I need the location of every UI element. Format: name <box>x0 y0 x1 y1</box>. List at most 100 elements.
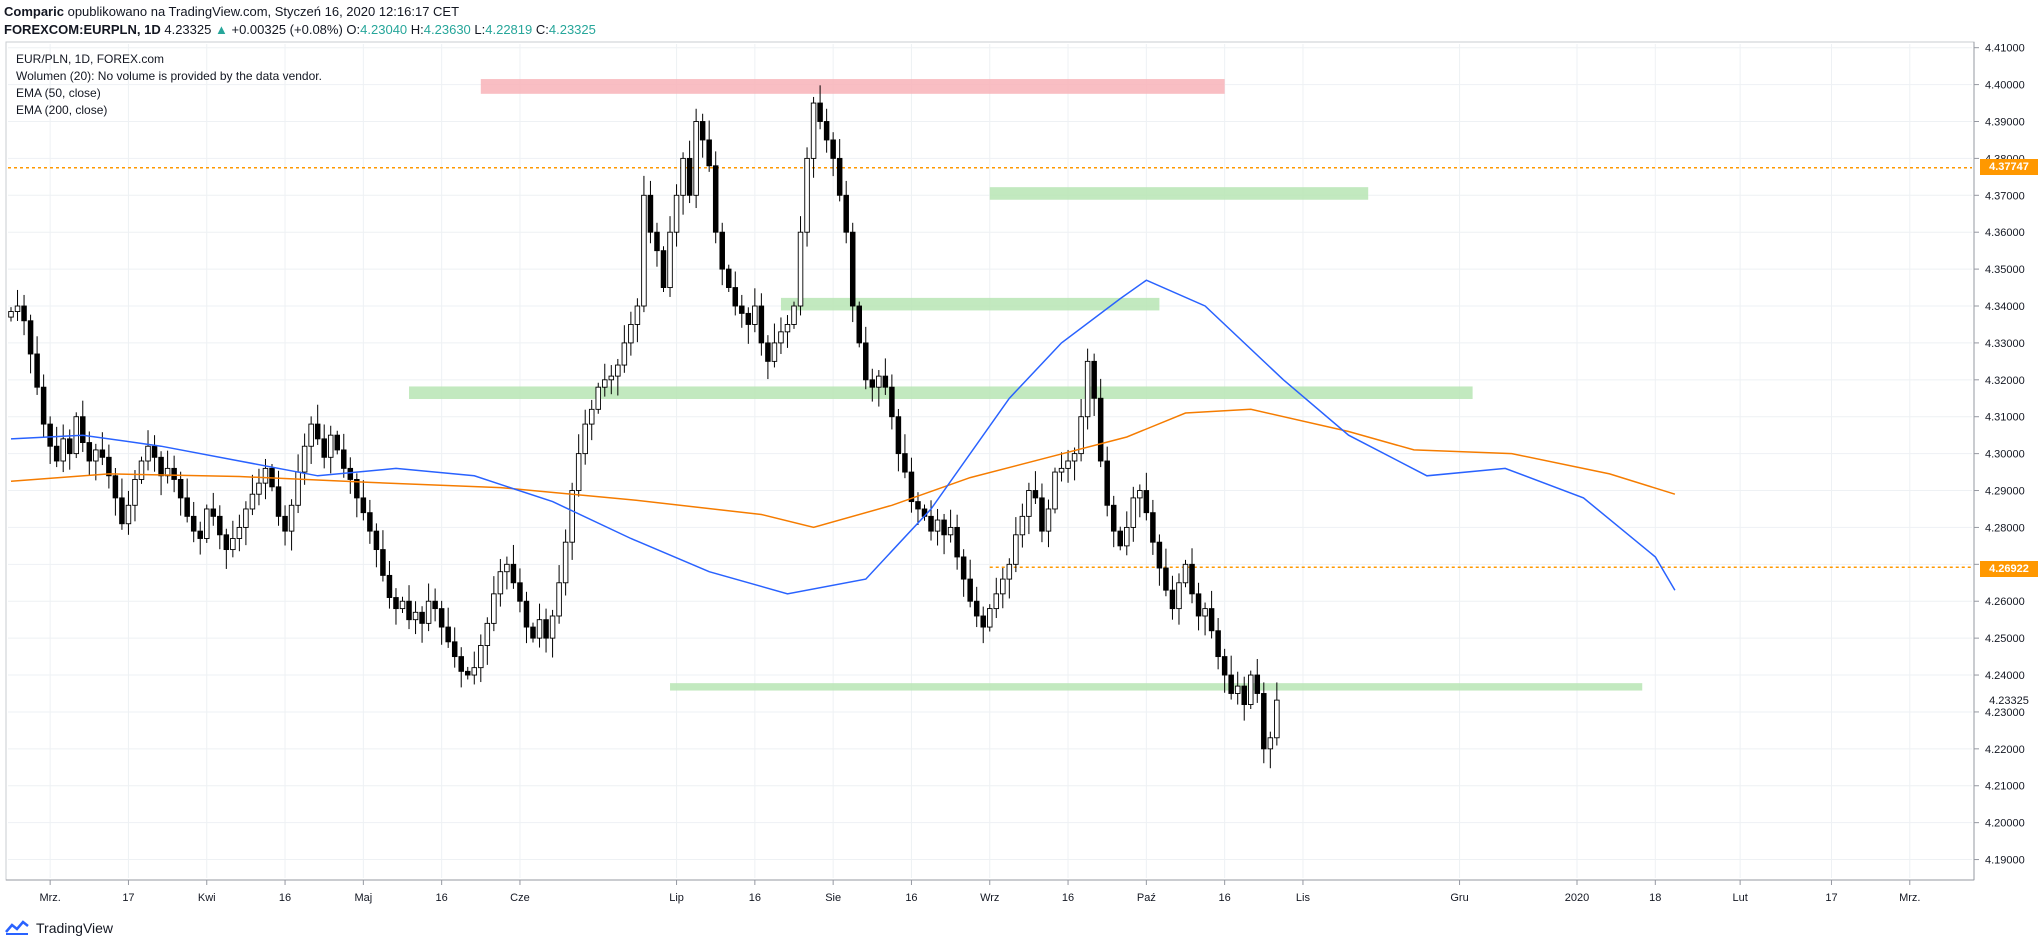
price-tick-label: 4.19000 <box>1985 855 2025 867</box>
candle-down <box>223 534 230 551</box>
price-tick-label: 4.37000 <box>1985 190 2025 202</box>
author-name[interactable]: Comparic <box>4 4 64 19</box>
candle-down <box>856 305 863 344</box>
candle-up <box>947 526 954 536</box>
candle-down <box>1143 490 1150 514</box>
low-label: L: <box>474 22 486 37</box>
candle-down <box>99 449 106 458</box>
candle-up <box>93 449 99 462</box>
candle-up <box>778 331 784 344</box>
close-value: 4.23325 <box>548 22 596 37</box>
candle-down <box>275 486 282 517</box>
candle-up <box>771 342 778 362</box>
candle-down <box>380 549 386 576</box>
candle-down <box>373 530 380 551</box>
candle-down <box>419 611 425 624</box>
candle-down <box>1032 490 1039 499</box>
support-zone <box>670 683 1643 691</box>
candle-up <box>876 375 882 388</box>
candle-down <box>1150 512 1156 543</box>
candle-down <box>1254 674 1261 694</box>
candle-down <box>158 456 164 477</box>
candle-down <box>1189 563 1195 595</box>
publisher-line: Comparic opublikowano na TradingView.com… <box>4 3 596 21</box>
time-tick-label: 17 <box>1825 892 1837 904</box>
time-tick-label: 16 <box>749 892 761 904</box>
candle-down <box>517 582 523 602</box>
candle-down <box>438 608 445 628</box>
candle-up <box>1006 563 1013 580</box>
candle-down <box>686 157 693 196</box>
candle-down <box>960 556 967 580</box>
candle-up <box>1274 699 1280 739</box>
candle-up <box>987 608 993 628</box>
candle-down <box>53 445 60 462</box>
candle-down <box>647 194 654 233</box>
candle-up <box>504 563 510 573</box>
candle-down <box>171 467 177 480</box>
price-tick-label: 4.31000 <box>1985 412 2025 424</box>
price-tick-label: 4.29000 <box>1985 486 2025 498</box>
candle-down <box>1261 693 1267 750</box>
candle-up <box>575 453 582 491</box>
candle-down <box>106 456 112 477</box>
support-zone <box>780 297 1160 311</box>
candle-up <box>1084 360 1091 418</box>
time-tick-label: 16 <box>905 892 917 904</box>
candle-down <box>915 501 921 510</box>
candle-up <box>608 375 615 381</box>
candle-up <box>497 571 504 595</box>
candle-down <box>1097 397 1104 462</box>
price-tick-label: 4.40000 <box>1985 80 2025 92</box>
candle-up <box>641 194 647 307</box>
time-axis[interactable]: Mrz. 17 Kwi 16 Maj 16 Cze Lip 16 Sie 16 Wrz 16 Paź 16 L… <box>39 880 1920 904</box>
candle-up <box>1078 416 1084 455</box>
candle-up <box>138 460 145 480</box>
candle-down <box>27 320 34 355</box>
legend-ema200[interactable]: EMA (200, close) <box>16 103 108 117</box>
legend-ema50[interactable]: EMA (50, close) <box>16 86 101 100</box>
low-value: 4.22819 <box>485 22 533 37</box>
time-tick-label: Gru <box>1450 892 1468 904</box>
candle-up <box>230 538 236 551</box>
candle-down <box>1039 497 1045 532</box>
support-zone <box>989 187 1369 200</box>
candle-down <box>177 479 184 499</box>
candle-down <box>1215 630 1221 658</box>
candle-down <box>1110 504 1117 532</box>
candle-up <box>14 305 21 312</box>
symbol-name[interactable]: FOREXCOM:EURPLN, 1D <box>4 22 161 37</box>
price-change: +0.00325 (+0.08%) <box>231 22 343 37</box>
time-tick-label: 16 <box>1062 892 1074 904</box>
candle-up <box>1247 674 1254 706</box>
candle-up <box>1013 534 1019 565</box>
time-tick-label: Lut <box>1732 892 1747 904</box>
legend-volume[interactable]: Wolumen (20): No volume is provided by t… <box>16 69 322 83</box>
high-label: H: <box>410 22 424 37</box>
candle-up <box>993 593 1000 610</box>
time-tick-label: Sie <box>825 892 841 904</box>
price-tick-label: 4.30000 <box>1985 449 2025 461</box>
footer: TradingView <box>4 920 113 936</box>
candle-up <box>536 619 543 639</box>
candle-up <box>680 157 686 196</box>
candle-up <box>1000 578 1006 595</box>
candle-down <box>66 438 73 455</box>
open-label: O: <box>346 22 361 37</box>
price-tick-label: 4.41000 <box>1985 43 2025 55</box>
price-tick-label: 4.21000 <box>1985 781 2025 793</box>
candle-down <box>1104 460 1110 506</box>
candle-down <box>386 574 393 598</box>
candle-up <box>667 231 673 289</box>
candle-up <box>1137 490 1143 499</box>
brand-name[interactable]: TradingView <box>36 920 114 936</box>
candle-up <box>673 194 680 233</box>
price-tick-label: 4.20000 <box>1985 818 2025 830</box>
candle-down <box>1117 530 1123 547</box>
candle-down <box>758 305 765 344</box>
high-value: 4.23630 <box>423 22 471 37</box>
legend-symbol[interactable]: EUR/PLN, 1D, FOREX.com <box>16 52 165 66</box>
candle-up <box>1065 460 1071 469</box>
price-level-layer <box>8 166 1972 568</box>
